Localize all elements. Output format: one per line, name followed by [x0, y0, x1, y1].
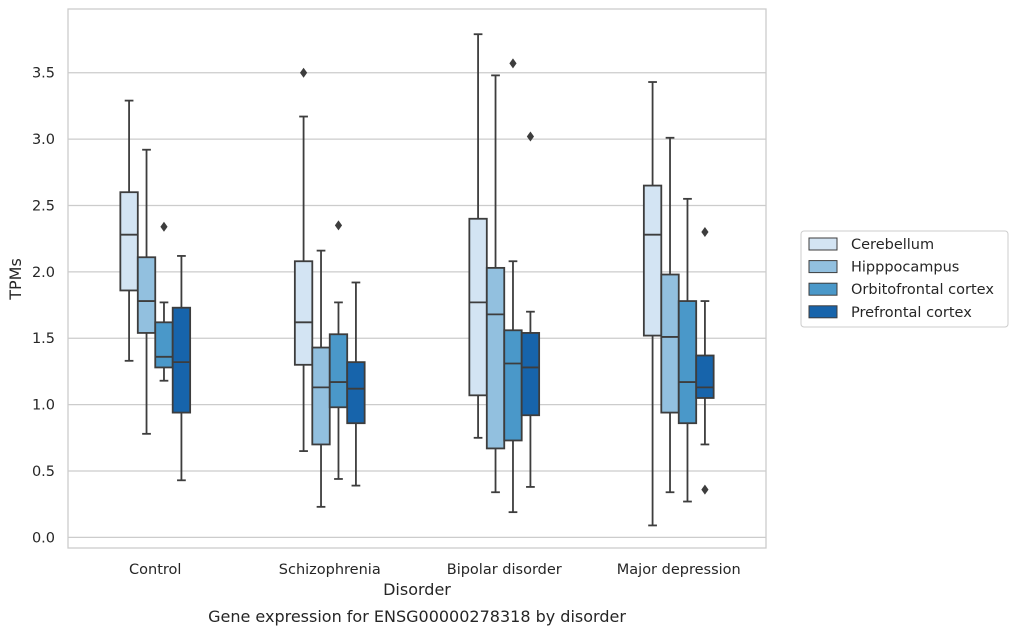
box-body	[311, 346, 331, 446]
legend-swatch	[808, 305, 838, 319]
plot-area	[67, 8, 767, 549]
box-orbitofrontal-cortex	[154, 221, 174, 382]
y-axis-ticks: 0.0 0.5 1.0 1.5 2.0 2.5 3.0 3.5	[32, 66, 55, 547]
legend-frame	[800, 230, 1009, 328]
box-body	[136, 256, 157, 334]
box-cerebellum	[642, 81, 663, 527]
outlier-point	[701, 227, 709, 238]
legend-swatch	[808, 282, 838, 296]
box-hipppocampus	[311, 249, 331, 508]
legend-label: Cerebellum	[851, 237, 934, 253]
box-body	[660, 273, 680, 414]
y-tick-label: 1.0	[32, 398, 55, 414]
box-body	[520, 332, 541, 417]
box-hipppocampus	[485, 74, 506, 494]
y-tick-label: 0.0	[32, 530, 55, 546]
box-hipppocampus	[660, 136, 680, 494]
x-tick-label: Bipolar disorder	[447, 562, 562, 578]
box-body	[485, 266, 506, 450]
y-tick-label: 0.5	[32, 464, 55, 480]
chart-caption: Gene expression for ENSG00000278318 by d…	[208, 607, 626, 626]
legend-swatch	[808, 260, 838, 274]
box-body	[503, 329, 523, 442]
box-prefrontal-cortex	[171, 255, 192, 482]
y-axis-label: TPMs	[6, 258, 25, 301]
box-body	[119, 191, 139, 292]
y-tick-label: 3.0	[32, 132, 55, 148]
outlier-point	[160, 221, 168, 232]
outlier-point	[334, 220, 343, 231]
x-axis-ticks: Control Schizophrenia Bipolar disorder Majo…	[129, 562, 741, 578]
legend-label: Hipppocampus	[851, 260, 959, 276]
box-body	[695, 354, 715, 399]
x-tick-label: Control	[129, 562, 181, 578]
box-cerebellum	[468, 33, 488, 439]
legend-swatch	[808, 237, 838, 251]
box-body	[154, 321, 174, 369]
box-body	[346, 361, 366, 425]
y-tick-label: 2.5	[32, 198, 55, 214]
boxes	[119, 33, 715, 527]
box-orbitofrontal-cortex	[677, 197, 698, 503]
legend: Cerebellum Hipppocampus Orbitofrontal cort…	[800, 230, 1009, 328]
box-body	[171, 306, 192, 414]
outlier-point	[299, 67, 308, 78]
legend-label: Prefrontal cortex	[851, 305, 972, 321]
x-tick-label: Schizophrenia	[279, 562, 381, 578]
x-tick-label: Major depression	[617, 562, 741, 578]
box-cerebellum	[119, 99, 139, 362]
box-body	[677, 300, 698, 425]
x-axis-label: Disorder	[383, 580, 451, 599]
y-tick-label: 2.0	[32, 265, 55, 281]
y-tick-label: 3.5	[32, 66, 55, 82]
box-body	[293, 260, 314, 366]
outlier-point	[701, 484, 709, 495]
box-cerebellum	[293, 67, 314, 452]
outlier-point	[526, 131, 535, 142]
box-body	[468, 217, 488, 397]
box-body	[328, 333, 349, 409]
box-orbitofrontal-cortex	[503, 58, 523, 514]
box-body	[642, 184, 663, 337]
box-hipppocampus	[136, 148, 157, 435]
box-prefrontal-cortex	[520, 131, 541, 488]
box-prefrontal-cortex	[695, 227, 715, 495]
box-prefrontal-cortex	[346, 281, 366, 487]
box-orbitofrontal-cortex	[328, 220, 349, 480]
y-tick-label: 1.5	[32, 331, 55, 347]
outlier-point	[509, 58, 517, 69]
legend-label: Orbitofrontal cortex	[851, 282, 994, 298]
